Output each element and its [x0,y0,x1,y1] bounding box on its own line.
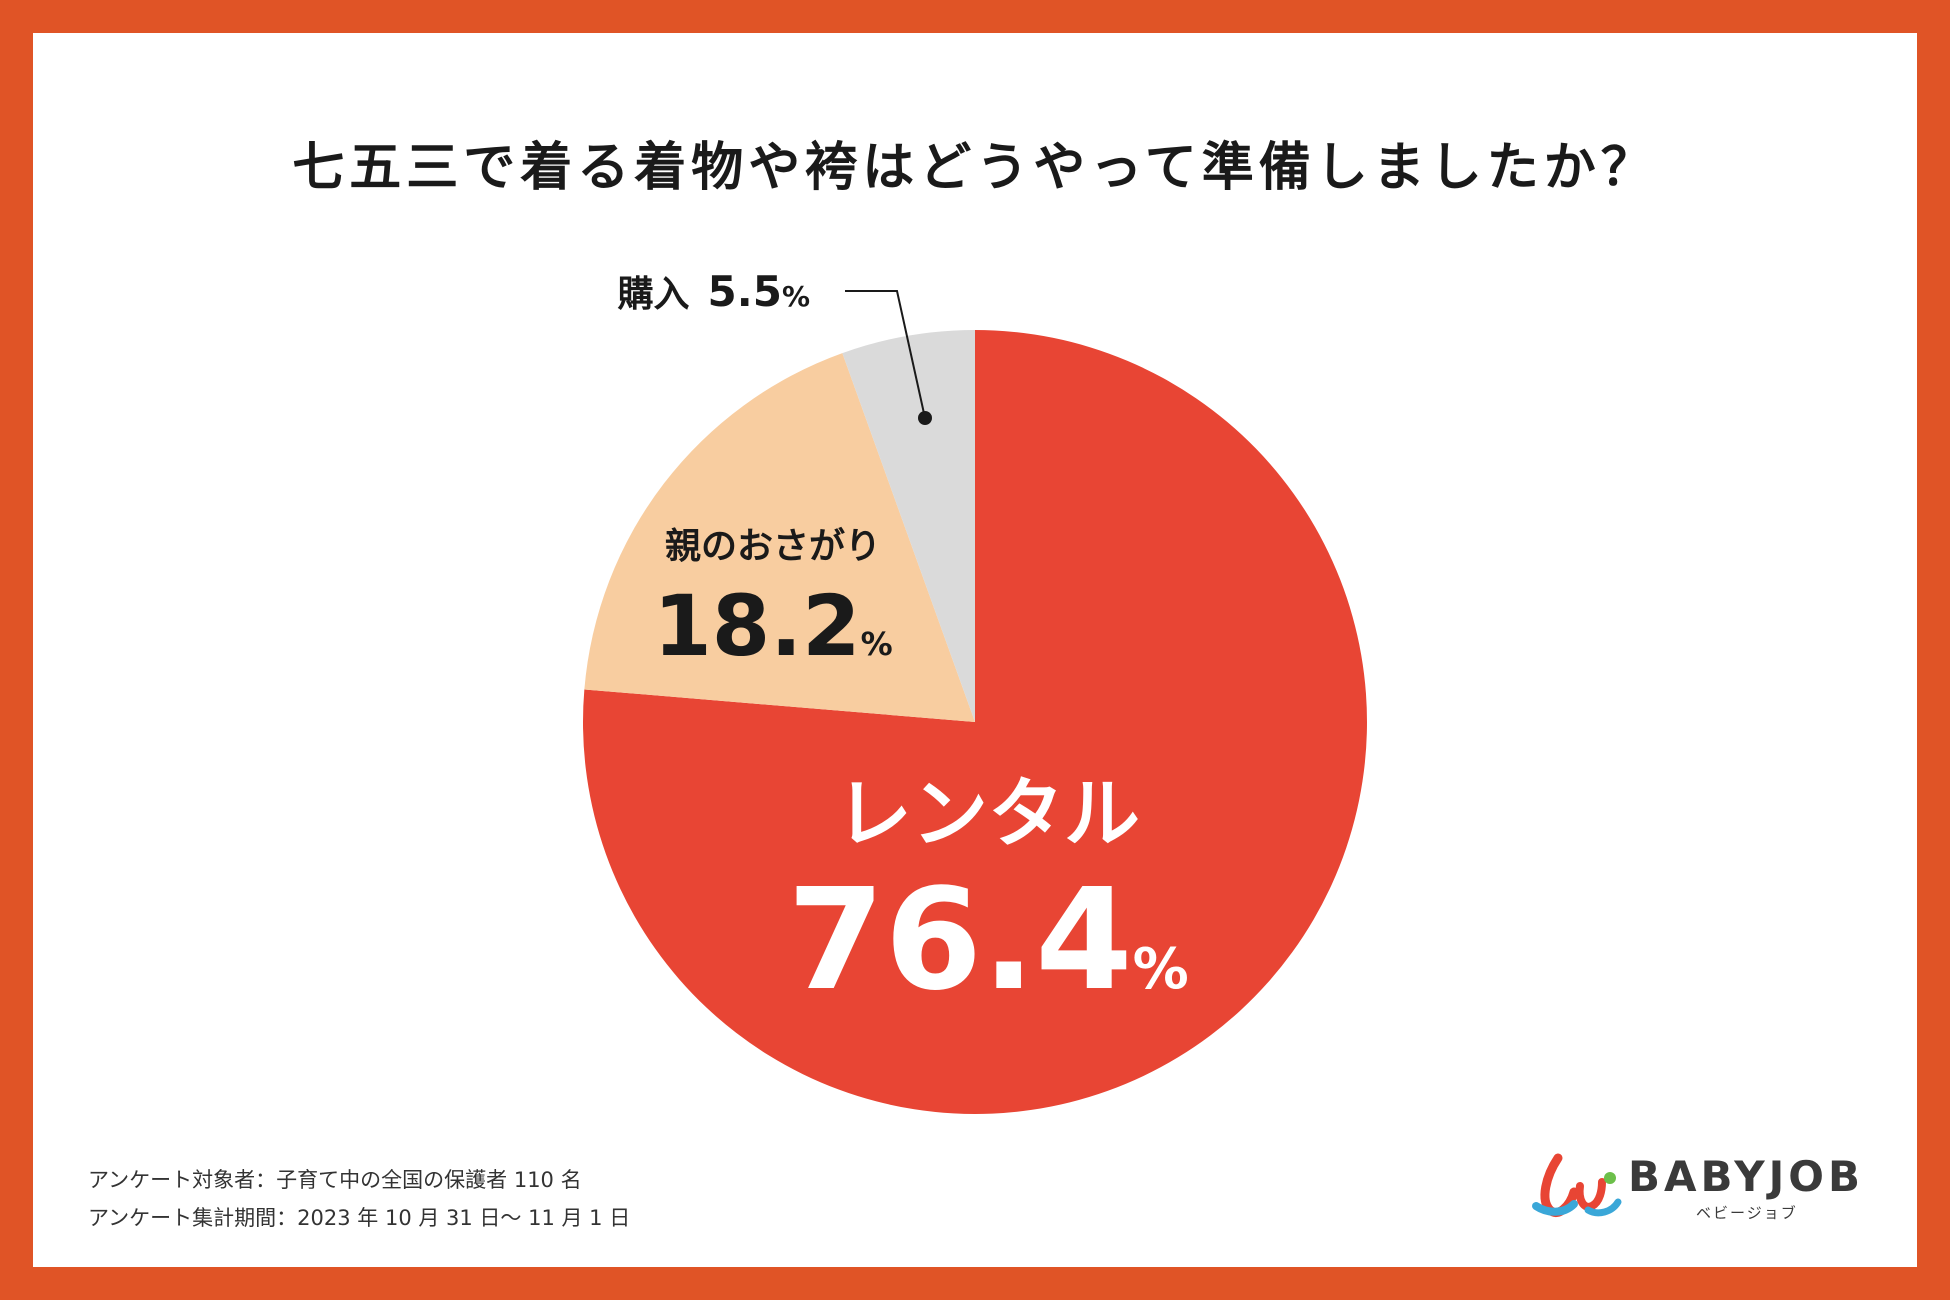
rental-slice [582,330,1367,1114]
purchase-value: 5.5 [708,267,782,316]
logo-subtext: ベビージョブ [1696,1204,1798,1222]
purchase-leader-dot [918,411,932,425]
purchase-leader-line [845,290,926,419]
hand-me-down-slice [584,353,975,722]
hand-me-down-unit: % [861,625,893,663]
rental-value: 76.4 [787,859,1132,1022]
survey-target-note: アンケート対象者：子育て中の全国の保護者 110 名 [88,1168,582,1192]
hand-me-down-value: 18.2 [653,577,860,675]
babyjob-logo: BABYJOB ベビージョブ [1528,1148,1868,1228]
survey-period-note: アンケート集計期間：2023 年 10 月 31 日〜 11 月 1 日 [88,1206,631,1230]
logo-mark-icon [1532,1153,1622,1217]
purchase-unit: % [782,280,810,313]
logo-text: BABYJOB [1628,1152,1864,1201]
purchase-label-line: 購入 5.5% [618,267,810,316]
purchase-slice [842,330,975,722]
rental-value-label: 76.4% [787,859,1189,1022]
rental-unit: % [1133,937,1189,1002]
hand-me-down-label: 親のおさがり [665,526,881,567]
chart-title: 七五三で着る着物や袴はどうやって準備しましたか？ [292,138,1658,198]
rental-label: レンタル [836,769,1140,858]
purchase-label: 購入 [618,274,690,315]
hand-me-down-value-label: 18.2% [653,577,892,675]
